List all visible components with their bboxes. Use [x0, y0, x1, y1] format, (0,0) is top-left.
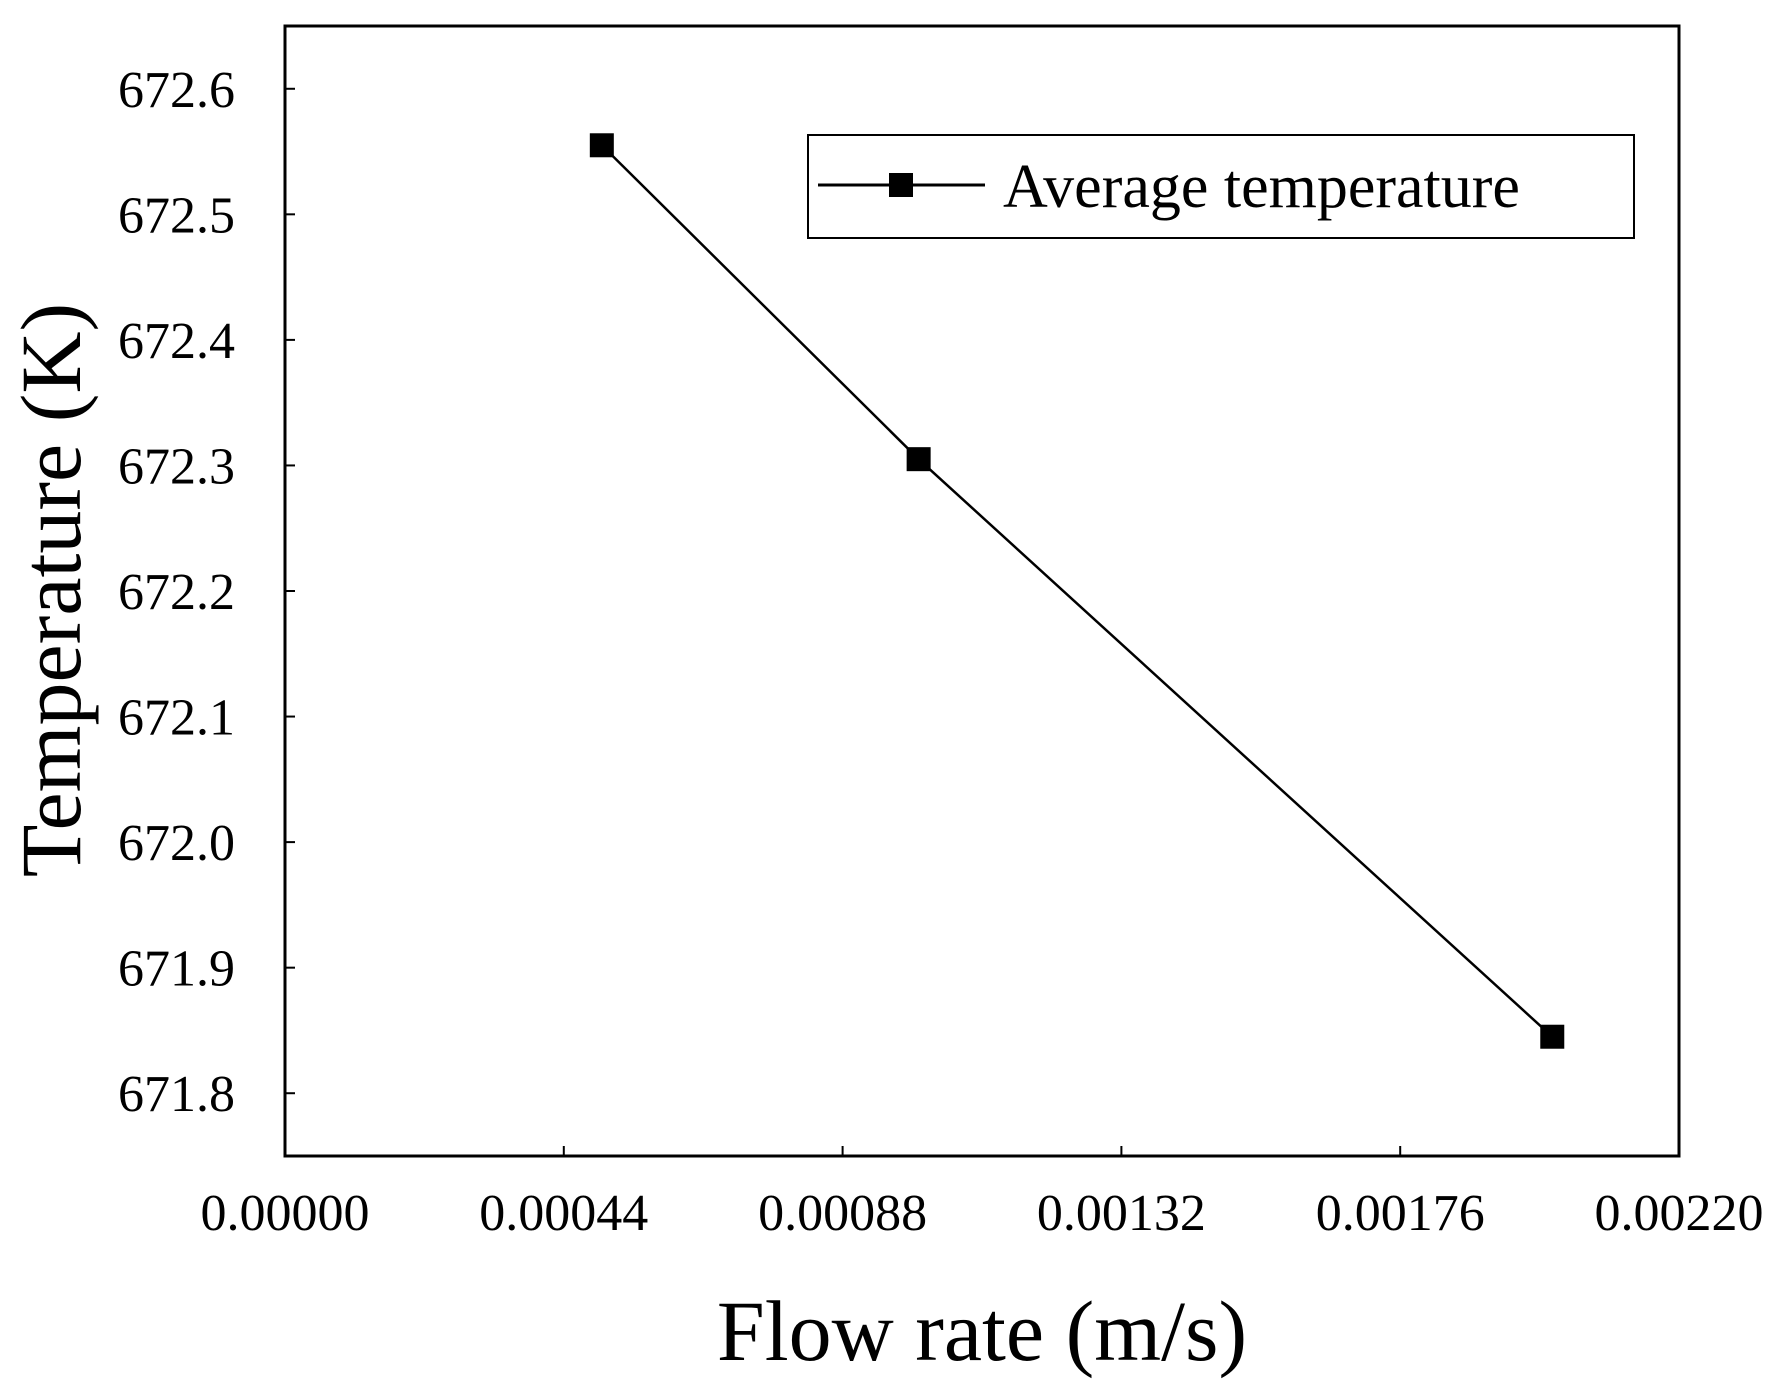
- x-tick-label: 0.00132: [1037, 1185, 1206, 1242]
- y-axis-ticks: 671.8 671.9 672.0 672.1 672.2 672.3 672.4 672.5…: [118, 62, 295, 1123]
- legend-label: Average temperature: [1003, 153, 1520, 221]
- legend: Average temperature: [807, 134, 1635, 239]
- y-tick-label: 672.0: [118, 815, 235, 872]
- x-axis-title: Flow rate (m/s): [717, 1283, 1247, 1379]
- y-tick-label: 672.1: [118, 690, 235, 747]
- y-axis-title: Temperature (K): [3, 303, 99, 877]
- x-tick-label: 0.00044: [479, 1185, 648, 1242]
- y-tick-label: 671.8: [118, 1066, 235, 1123]
- data-point-marker: [906, 447, 931, 472]
- y-tick-label: 672.5: [118, 187, 235, 244]
- x-tick-label: 0.00220: [1595, 1185, 1764, 1242]
- y-tick-label: 672.6: [118, 62, 235, 119]
- y-tick-label: 672.3: [118, 438, 235, 495]
- y-tick-label: 671.9: [118, 941, 235, 998]
- data-point-marker: [589, 133, 614, 158]
- plot-frame: [283, 24, 1681, 1158]
- series-layer: [589, 133, 1565, 1049]
- x-tick-label: 0.00088: [758, 1185, 927, 1242]
- legend-marker-square: [889, 173, 913, 197]
- x-tick-label: 0.00000: [201, 1185, 370, 1242]
- y-tick-label: 672.4: [118, 313, 235, 370]
- y-tick-label: 672.2: [118, 564, 235, 621]
- data-point-marker: [1540, 1024, 1565, 1049]
- x-tick-label: 0.00176: [1316, 1185, 1485, 1242]
- x-axis-ticks: 0.00000 0.00044 0.00088 0.00132 0.00176 0.002…: [201, 1146, 1764, 1242]
